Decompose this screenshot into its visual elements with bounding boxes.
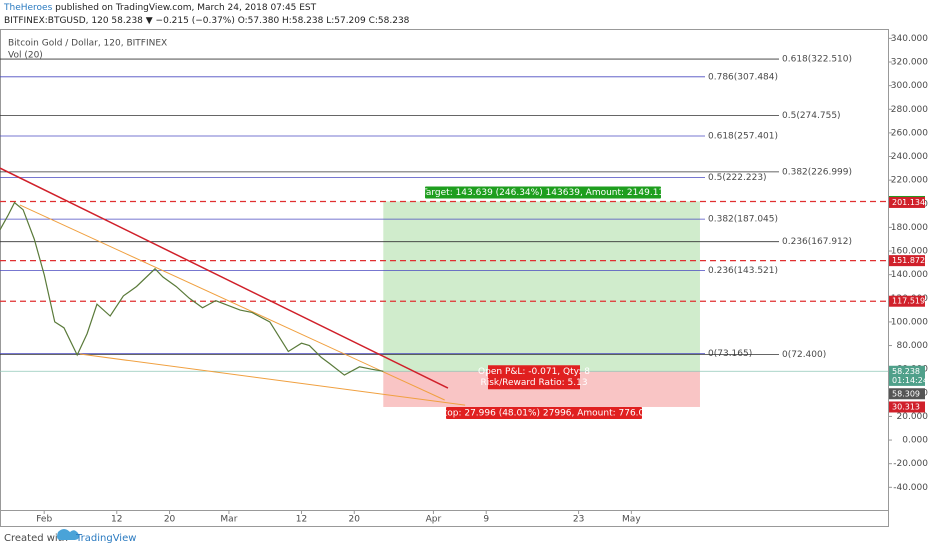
fib-label: 0(73.165) [708, 349, 752, 359]
y-tick-label: -40.000 [893, 483, 928, 493]
y-tick-label: 300.000 [891, 81, 928, 91]
stop-label-box [446, 406, 642, 419]
target-zone [383, 201, 700, 372]
price-line [0, 201, 384, 376]
y-tick-label: 340.000 [891, 34, 928, 44]
footer-created: Created with [4, 533, 68, 544]
published: published on TradingView.com, March 24, … [55, 3, 317, 13]
price-tag [889, 374, 925, 386]
price-tag [889, 196, 925, 208]
logo [57, 529, 79, 540]
legend-indicator: Vol (20) [8, 51, 43, 61]
y-tick-label: 220.000 [891, 176, 928, 186]
x-tick-label: 9 [483, 515, 489, 525]
y-tick-label: 100.000 [891, 317, 928, 327]
pnl-box [488, 365, 580, 390]
x-tick-label: Feb [36, 515, 52, 525]
author[interactable]: TheHeroes [4, 3, 53, 13]
fib-label: 0.382(187.045) [708, 215, 778, 225]
price-tag-label: 58.238 [892, 367, 920, 376]
price-tag [889, 365, 925, 377]
price-tag-label: 01:14:24 [892, 376, 928, 385]
fib-label: 0.5(274.755) [782, 111, 841, 121]
legend-title: Bitcoin Gold / Dollar, 120, BITFINEX [8, 39, 167, 49]
header: TheHeroes published on TradingView.com, … [4, 3, 316, 13]
trend-line [19, 204, 445, 401]
x-tick-label: 12 [111, 515, 122, 525]
fib-label: 0.786(307.484) [708, 72, 778, 82]
fib-label: 0.5(222.223) [708, 173, 767, 183]
footer-brand[interactable]: TradingView [75, 533, 136, 544]
price-tag-label: 151.872 [892, 256, 925, 265]
stop-label: Stop: 27.996 (48.01%) 27996, Amount: 776… [438, 408, 650, 418]
fib-label: 0.618(322.510) [782, 55, 852, 65]
trend-line [0, 167, 449, 389]
y-tick-label: 80.000 [897, 341, 929, 351]
x-tick-label: 20 [164, 515, 176, 525]
price-tag [889, 255, 925, 267]
y-tick-label: -20.000 [893, 459, 928, 469]
fib-label: 0.236(143.521) [708, 266, 778, 276]
y-tick-label: 20.000 [897, 412, 929, 422]
y-tick-label: 0.000 [902, 436, 928, 446]
x-tick-label: 20 [349, 515, 361, 525]
fib-label: 0.618(257.401) [708, 131, 778, 141]
x-tick-label: 23 [573, 515, 584, 525]
fib-label: 0.382(226.999) [782, 167, 852, 177]
x-tick-label: May [622, 515, 641, 525]
fib-label: 0.236(167.912) [782, 237, 852, 247]
y-tick-label: 160.000 [891, 247, 928, 257]
trend-line [79, 353, 466, 406]
price-tag-label: 58.309 [892, 389, 920, 398]
price-tag-label: 30.313 [892, 402, 920, 411]
price-tag [889, 388, 925, 400]
y-tick-label: 320.000 [891, 58, 928, 68]
y-tick-label: 180.000 [891, 223, 928, 233]
fib-label: 0(72.400) [782, 350, 826, 360]
x-tick-label: Mar [220, 515, 237, 525]
pnl-label: Open P&L: -0.071, Qty: 8 [478, 367, 590, 377]
target-label: Target: 143.639 (246.34%) 143639, Amount… [421, 188, 664, 198]
x-tick-label: 12 [296, 515, 307, 525]
y-tick-label: 140.000 [891, 270, 928, 280]
price-tag [889, 401, 925, 413]
y-tick-label: 240.000 [891, 152, 928, 162]
x-tick-label: Apr [426, 515, 442, 525]
price-tag-label: 117.519 [892, 297, 925, 306]
price-tag [889, 295, 925, 307]
rr-label: Risk/Reward Ratio: 5.13 [480, 378, 587, 388]
symbol-line: BITFINEX:BTGUSD, 120 58.238 ▼ −0.215 (−0… [4, 16, 410, 26]
price-tag-label: 201.134 [892, 198, 925, 207]
target-label-box [425, 186, 661, 199]
y-tick-label: 260.000 [891, 128, 928, 138]
chart-frame [0, 29, 889, 527]
y-tick-label: 280.000 [891, 105, 928, 115]
